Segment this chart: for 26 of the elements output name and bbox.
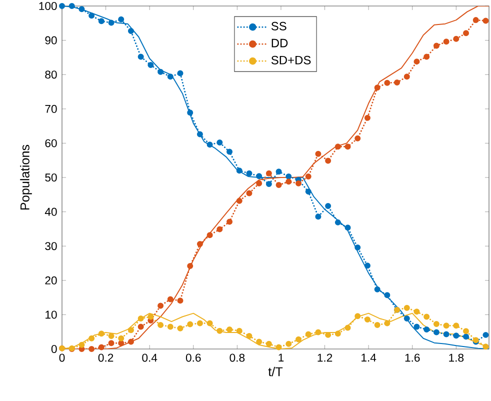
y-tick-label: 40 <box>44 208 57 216</box>
legend-label: SD+DS <box>271 56 311 64</box>
x-tick-label: 0 <box>59 354 65 362</box>
y-tick-label: 10 <box>46 310 57 319</box>
x-tick-label: 1.2 <box>318 354 332 362</box>
y-tick-label: 0 <box>51 345 57 354</box>
y-tick-label: 100 <box>39 2 57 10</box>
x-tick-label: 0.4 <box>142 354 158 362</box>
x-tick-label: 0.2 <box>98 354 114 362</box>
y-tick-label: 70 <box>45 104 57 113</box>
x-tick-label: 1.4 <box>362 354 376 362</box>
x-tick-label: 1.8 <box>449 354 464 362</box>
x-tick-label: 0.8 <box>230 354 245 362</box>
y-tick-label: 50 <box>45 174 57 182</box>
legend-label: DD <box>272 38 288 48</box>
x-tick-label: 0.6 <box>186 354 201 362</box>
legend-label: SS <box>271 22 286 30</box>
y-tick-label: 90 <box>45 36 57 44</box>
y-tick-label: 30 <box>45 242 57 250</box>
y-tick-label: 20 <box>45 276 57 284</box>
y-tick-label: 60 <box>45 139 57 148</box>
x-tick-label: 1 <box>278 354 284 362</box>
x-axis-title: t/T <box>268 366 283 376</box>
y-tick-label: 80 <box>45 70 57 79</box>
y-axis-title: Populations <box>20 144 32 210</box>
x-tick-label: 1.6 <box>405 354 420 362</box>
